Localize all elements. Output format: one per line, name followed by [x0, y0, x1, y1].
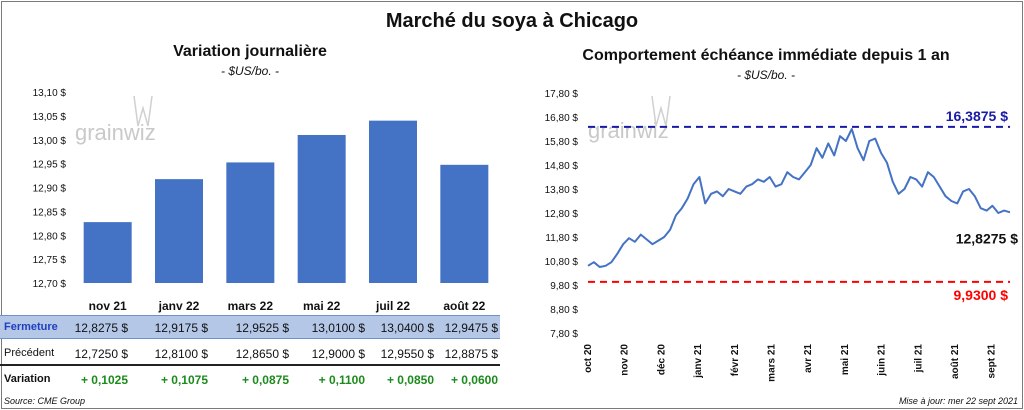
- table-cell: 12,8650 $: [235, 347, 289, 361]
- line-x-tick: août 21: [950, 344, 961, 379]
- bar-x-tick: mars 22: [228, 299, 274, 313]
- bar-y-tick: 12,85 $: [33, 207, 67, 218]
- line-y-tick: 10,80 $: [545, 257, 579, 268]
- table-cell: + 0,0600: [450, 373, 498, 387]
- bar-x-tick: nov 21: [89, 299, 127, 313]
- line-x-tick: juin 21: [877, 344, 888, 377]
- line-x-tick: nov 20: [620, 344, 631, 376]
- line-x-tick: févr 21: [730, 344, 741, 377]
- table-cell: 12,9550 $: [380, 347, 434, 361]
- table-cell: + 0,0875: [241, 373, 289, 387]
- table-row: Variation + 0,1025 + 0,1075 + 0,0875 + 0,110…: [0, 368, 500, 392]
- line-x-tick: mars 21: [766, 344, 777, 382]
- table-cell: 12,9525 $: [235, 321, 289, 335]
- bar-août-22: [440, 164, 489, 283]
- table-cell: 12,7250 $: [74, 347, 128, 361]
- left-chart-unit: - $US/bo. -: [220, 64, 280, 78]
- bar-mai-22: [297, 134, 346, 283]
- table-cell: 12,8875 $: [444, 347, 498, 361]
- line-y-tick: 12,80 $: [545, 209, 579, 220]
- line-y-tick: 15,80 $: [545, 137, 579, 148]
- table-row: Précédent 12,7250 $ 12,8100 $ 12,8650 $ 12,9…: [0, 342, 500, 366]
- watermark-text: grainwiz: [75, 120, 156, 145]
- table-cell: + 0,0850: [386, 373, 434, 387]
- line-y-tick: 7,80 $: [550, 329, 578, 340]
- table-cell: 12,9000 $: [311, 347, 365, 361]
- line-x-tick: avr 21: [803, 344, 814, 373]
- table-cell: 12,9175 $: [154, 321, 208, 335]
- line-x-tick: janv 21: [693, 344, 704, 379]
- table-row: Fermeture 12,8275 $ 12,9175 $ 12,9525 $ 13,0…: [0, 315, 500, 339]
- table-cell: 12,8100 $: [154, 347, 208, 361]
- table-row-label: Variation: [4, 373, 51, 385]
- bar-x-tick: juil 22: [375, 299, 410, 313]
- line-x-tick: juil 21: [913, 344, 924, 374]
- bar-y-tick: 12,75 $: [33, 255, 67, 266]
- low-value-label: 9,9300 $: [954, 287, 1009, 303]
- bar-juil-22: [369, 120, 417, 284]
- watermark-logo: [133, 95, 153, 127]
- table-cell: 13,0100 $: [311, 321, 365, 335]
- line-y-tick: 14,80 $: [545, 161, 579, 172]
- bar-y-tick: 13,00 $: [33, 136, 67, 147]
- right-chart-unit: - $US/bo. -: [736, 68, 796, 82]
- table-cell: 13,0400 $: [380, 321, 434, 335]
- table-cell: 12,8275 $: [74, 321, 128, 335]
- high-value-label: 16,3875 $: [946, 108, 1008, 124]
- bar-y-tick: 12,80 $: [33, 231, 67, 242]
- line-y-tick: 11,80 $: [545, 233, 578, 244]
- price-series-line: [587, 128, 1011, 268]
- update-note: Mise à jour: mer 22 sept 2021: [898, 396, 1018, 406]
- bar-y-tick: 12,70 $: [33, 279, 67, 290]
- bar-mars-22: [226, 162, 275, 283]
- page-title: Marché du soya à Chicago: [385, 10, 639, 32]
- bar-janv-22: [155, 179, 203, 283]
- line-y-tick: 17,80 $: [545, 89, 579, 100]
- line-y-tick: 9,80 $: [550, 281, 578, 292]
- line-y-tick: 8,80 $: [550, 305, 578, 316]
- table-cell: + 0,1075: [160, 373, 208, 387]
- bar-y-tick: 13,05 $: [33, 112, 67, 123]
- table-cell: 12,9475 $: [444, 321, 498, 335]
- line-x-tick: sept 21: [987, 344, 998, 379]
- line-x-tick: oct 20: [583, 344, 594, 373]
- bar-nov-21: [83, 222, 132, 283]
- table-row-label: Précédent: [4, 347, 55, 359]
- table-cell: + 0,1100: [318, 373, 365, 387]
- last-value-label: 12,8275 $: [956, 230, 1018, 246]
- line-y-tick: 16,80 $: [545, 113, 579, 124]
- bar-x-tick: janv 22: [158, 299, 200, 313]
- bar-y-tick: 12,90 $: [33, 184, 67, 195]
- line-y-tick: 13,80 $: [545, 185, 579, 196]
- source-note: Source: CME Group: [4, 396, 86, 406]
- bar-x-tick: mai 22: [303, 299, 341, 313]
- watermark-logo: [651, 95, 671, 127]
- table-cell: + 0,1025: [80, 373, 128, 387]
- left-chart-title: Variation journalière: [173, 43, 327, 60]
- bar-x-tick: août 22: [443, 299, 485, 313]
- line-x-tick: mai 21: [840, 344, 851, 376]
- bar-y-tick: 13,10 $: [33, 88, 67, 99]
- table-row-label: Fermeture: [4, 321, 58, 333]
- line-x-tick: déc 20: [656, 344, 667, 376]
- bar-y-tick: 12,95 $: [33, 160, 67, 171]
- right-chart-title: Comportement échéance immédiate depuis 1…: [582, 47, 950, 64]
